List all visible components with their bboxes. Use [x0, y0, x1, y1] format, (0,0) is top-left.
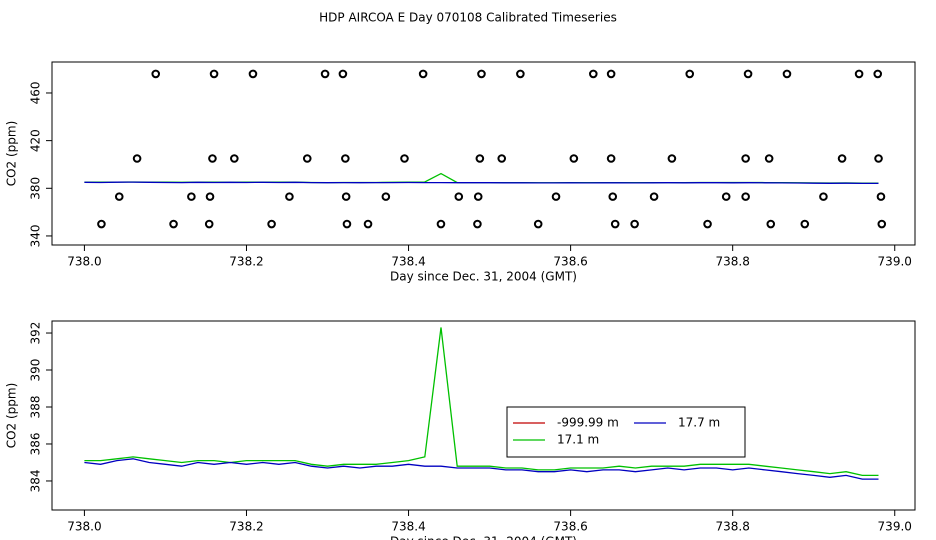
- y-tick-label: 420: [29, 129, 43, 152]
- calibration-point: [267, 219, 276, 229]
- calibration-point: [97, 219, 106, 229]
- calibration-point: [873, 69, 883, 79]
- legend-box: [506, 406, 746, 458]
- series-line: [84, 181, 879, 185]
- calibration-point: [475, 154, 485, 163]
- calibration-point: [341, 192, 351, 201]
- calibration-point: [132, 154, 142, 163]
- calibration-point: [606, 154, 616, 163]
- calibration-point: [533, 219, 543, 229]
- calibration-point: [610, 219, 620, 229]
- calibration-point: [363, 219, 373, 229]
- calibration-point: [230, 154, 239, 163]
- x-tick-label: 738.6: [553, 255, 587, 269]
- calibration-point: [208, 154, 217, 163]
- calibration-point: [741, 154, 750, 163]
- y-axis-label: CO2 (ppm): [5, 121, 19, 187]
- calibration-point: [169, 219, 178, 229]
- x-tick-label: 738.8: [715, 520, 749, 534]
- page-title: HDP AIRCOA E Day 070108 Calibrated Times…: [319, 11, 617, 25]
- calibration-point: [800, 219, 810, 229]
- series-line: [84, 327, 879, 477]
- legend-label: 17.7 m: [678, 416, 720, 430]
- calibration-point: [342, 219, 352, 229]
- calibration-point: [338, 69, 348, 79]
- calibration-point: [454, 192, 464, 201]
- calibration-point: [608, 192, 618, 201]
- calibration-point: [764, 154, 774, 163]
- x-tick-label: 738.2: [229, 255, 263, 269]
- calibration-point: [743, 69, 753, 79]
- calibration-point: [151, 69, 161, 79]
- y-tick-label: 388: [29, 396, 43, 419]
- x-tick-label: 739.0: [878, 255, 912, 269]
- calibration-point: [204, 219, 214, 229]
- x-tick-label: 738.6: [553, 520, 587, 534]
- y-tick-label: 340: [29, 224, 43, 247]
- x-tick-label: 738.2: [229, 520, 263, 534]
- calibration-point: [721, 192, 731, 201]
- calibration-point: [302, 154, 312, 163]
- x-tick-label: 738.0: [67, 520, 101, 534]
- calibration-point: [649, 192, 659, 201]
- calibration-point: [819, 192, 828, 201]
- calibration-point: [285, 192, 294, 201]
- y-tick-label: 460: [29, 82, 43, 105]
- calibration-point: [766, 219, 776, 229]
- y-tick-label: 380: [29, 177, 43, 200]
- calibration-point: [497, 154, 507, 163]
- calibration-point: [606, 69, 616, 79]
- calibration-point: [569, 154, 579, 163]
- calibration-point: [874, 154, 883, 163]
- calibration-point: [876, 192, 886, 201]
- calibration-point: [551, 192, 561, 201]
- calibration-point: [877, 219, 887, 229]
- calibration-point: [837, 154, 847, 163]
- y-tick-label: 384: [29, 470, 43, 493]
- legend-label: 17.1 m: [557, 433, 599, 447]
- calibration-point: [854, 69, 864, 79]
- calibration-point: [477, 69, 486, 79]
- y-tick-label: 392: [29, 322, 43, 345]
- calibration-point: [320, 69, 330, 79]
- legend-label: -999.99 m: [557, 416, 619, 430]
- y-tick-label: 390: [29, 359, 43, 382]
- calibration-point: [473, 219, 482, 229]
- calibration-point: [248, 69, 258, 79]
- calibration-point: [588, 69, 598, 79]
- calibration-point: [741, 192, 750, 201]
- calibration-point: [381, 192, 391, 201]
- calibration-point: [703, 219, 712, 229]
- calibration-point: [341, 154, 350, 163]
- x-axis-label: Day since Dec. 31, 2004 (GMT): [390, 270, 577, 284]
- calibration-point: [187, 192, 196, 201]
- calibration-point: [209, 69, 219, 79]
- calibration-point: [400, 154, 409, 163]
- calibration-point: [667, 154, 677, 163]
- calibration-point: [114, 192, 124, 201]
- calibration-point: [782, 69, 792, 79]
- x-tick-label: 738.8: [715, 255, 749, 269]
- plot-frame: [51, 320, 916, 511]
- y-tick-label: 386: [29, 433, 43, 456]
- calibration-point: [436, 219, 446, 229]
- calibration-point: [516, 69, 525, 79]
- calibration-point: [473, 192, 483, 201]
- x-axis-label: Day since Dec. 31, 2004 (GMT): [390, 535, 577, 540]
- series-line: [84, 458, 879, 480]
- y-axis-label: CO2 (ppm): [5, 383, 19, 449]
- x-tick-label: 738.4: [391, 255, 425, 269]
- x-tick-label: 739.0: [878, 520, 912, 534]
- calibration-point: [685, 69, 695, 79]
- x-tick-label: 738.0: [67, 255, 101, 269]
- calibration-point: [205, 192, 215, 201]
- calibration-point: [418, 69, 428, 79]
- x-tick-label: 738.4: [391, 520, 425, 534]
- plot-frame: [51, 61, 916, 246]
- calibration-point: [630, 219, 639, 229]
